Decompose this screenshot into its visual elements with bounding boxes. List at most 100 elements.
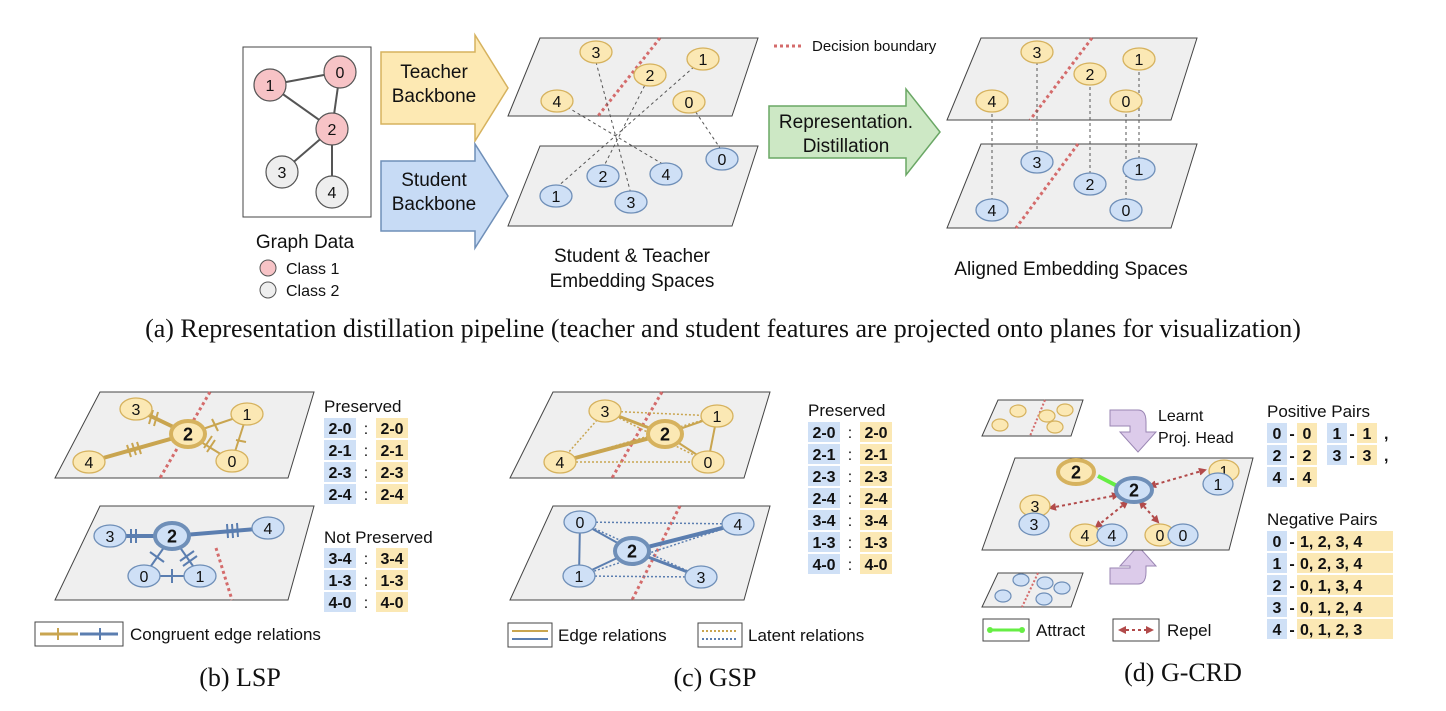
spaces-label-line-2: Embedding Spaces — [550, 271, 715, 292]
graph-node-4: 4 — [315, 175, 349, 209]
pair-dash: - — [1289, 448, 1294, 465]
node-label: 4 — [1081, 528, 1090, 545]
negative-teachers: 0, 1, 2, 3 — [1300, 622, 1362, 639]
pair-separator: : — [848, 491, 852, 508]
student-pair: 2-3 — [812, 469, 835, 486]
graph-node-label: 2 — [328, 122, 337, 139]
gsp-student-node-1: 1 — [562, 564, 596, 588]
student-node-3: 3 — [614, 190, 648, 214]
teacher-pair: 2-1 — [864, 447, 887, 464]
node-label: 2 — [1086, 177, 1095, 194]
lsp-not-preserved-table: 3-4:3-41-3:1-34-0:4-0 — [324, 548, 408, 612]
student-pair: 2-4 — [812, 491, 835, 508]
positive-teacher: 2 — [1303, 448, 1312, 465]
gsp-legend-edge: Edge relations — [507, 622, 667, 648]
student-node-2: 2 — [586, 164, 620, 188]
node-label: 2 — [599, 169, 608, 186]
node-label: 0 — [1122, 94, 1131, 111]
lsp-student-node-3: 3 — [93, 524, 127, 548]
student-pair: 4-0 — [328, 595, 351, 612]
gsp-boundary-top — [610, 391, 664, 479]
positive-student: 0 — [1273, 426, 1282, 443]
pair-row: 2-0:2-0 — [324, 418, 408, 438]
aligned-student-node-3: 3 — [1020, 150, 1054, 174]
positive-teacher: 4 — [1303, 470, 1312, 487]
gcrd-small-boundary-top — [1029, 399, 1046, 437]
negative-teachers: 1, 2, 3, 4 — [1300, 534, 1362, 551]
node-label: 2 — [1071, 462, 1081, 482]
aligned-student-node-1: 1 — [1122, 157, 1156, 181]
spaces-label-line-1: Student & Teacher — [554, 246, 711, 267]
gsp-preserved-title: Preserved — [808, 401, 885, 420]
gsp-preserved-table: 2-0:2-02-1:2-12-3:2-32-4:2-43-4:3-41-3:1… — [808, 422, 892, 574]
graph-data-title: Graph Data — [256, 232, 355, 253]
distillation-arrow: Representation. Distillation — [768, 86, 941, 178]
pair-dash: - — [1289, 426, 1294, 443]
negative-student: 3 — [1273, 600, 1282, 617]
node-label: 1 — [713, 409, 722, 426]
gsp-student-latent — [578, 521, 739, 578]
gsp-student-node-4: 4 — [721, 512, 755, 536]
teacher-pair: 3-4 — [864, 513, 887, 530]
node-label: 0 — [1122, 203, 1131, 220]
negative-student: 4 — [1273, 622, 1282, 639]
positive-pairs-title: Positive Pairs — [1267, 402, 1370, 421]
distill-arrow-line-2: Distillation — [803, 136, 890, 157]
aligned-student-node-4: 4 — [975, 198, 1009, 222]
gcrd-student-node-3: 3 — [1018, 512, 1050, 536]
lsp-teacher-node-1: 1 — [230, 402, 264, 426]
positive-pairs-table: 0-0 1-1,2-2 3-3,4-4 — [1267, 423, 1388, 487]
pair-separator: : — [848, 557, 852, 574]
head-label-line-1: Learnt — [1158, 408, 1204, 425]
gsp-legend-latent: Latent relations — [697, 622, 864, 648]
student-node-1: 1 — [539, 184, 573, 208]
repel-arrows — [1048, 467, 1207, 529]
head-label-line-2: Proj. Head — [1158, 430, 1234, 447]
aligned-teacher-node-4: 4 — [975, 89, 1009, 113]
aligned-teacher-node-3: 3 — [1020, 40, 1054, 64]
lsp-student-ticks — [130, 522, 239, 583]
pair-separator: : — [364, 465, 368, 482]
pair-comma: , — [1384, 426, 1388, 443]
teacher-pair: 3-4 — [380, 551, 403, 568]
learnt-head-arrow-down — [1109, 409, 1158, 453]
node-label: 2 — [627, 541, 637, 561]
student-node-4: 4 — [649, 162, 683, 186]
node-label: 3 — [1033, 45, 1042, 62]
node-label: 0 — [704, 455, 713, 472]
lsp-student-node-1: 1 — [183, 564, 217, 588]
gcrd-small-teacher-dots — [991, 403, 1074, 434]
gcrd-student-node-2: 2 — [1114, 476, 1154, 504]
teacher-pair: 2-4 — [380, 487, 403, 504]
lsp-student-node-0: 0 — [127, 564, 161, 588]
node-label: 0 — [576, 515, 585, 532]
graph-node-1: 1 — [253, 68, 287, 102]
aligned-boundary-top — [1028, 37, 1094, 121]
pair-row: 2-4:2-4 — [324, 484, 408, 504]
teacher-pair: 4-0 — [864, 557, 887, 574]
aligned-teacher-node-1: 1 — [1122, 47, 1156, 71]
node-label: 4 — [264, 521, 273, 538]
node-label: 3 — [592, 45, 601, 62]
positive-teacher: 3 — [1363, 448, 1372, 465]
teacher-pair: 1-3 — [864, 535, 887, 552]
node-label: 2 — [1086, 67, 1095, 84]
attract-legend: Attract — [982, 618, 1085, 642]
negative-teachers: 0, 1, 2, 4 — [1300, 600, 1362, 617]
aligned-teacher-node-2: 2 — [1073, 62, 1107, 86]
negative-pairs-table: 0-1, 2, 3, 41-0, 2, 3, 42-0, 1, 3, 43-0,… — [1267, 531, 1393, 639]
graph-node-3: 3 — [265, 155, 299, 189]
node-label: 1 — [1135, 52, 1144, 69]
node-label: 4 — [734, 517, 743, 534]
student-node-0: 0 — [705, 147, 739, 171]
pair-row: 4-0:4-0 — [324, 592, 408, 612]
caption-b: (b) LSP — [199, 663, 281, 692]
pair-separator: : — [364, 595, 368, 612]
node-label: 1 — [1220, 464, 1229, 481]
positive-student: 1 — [1333, 426, 1342, 443]
node-label: 1 — [552, 189, 561, 206]
student-arrow-line-2: Backbone — [392, 194, 477, 215]
lsp-legend-label: Congruent edge relations — [130, 625, 321, 644]
student-pair: 2-1 — [328, 443, 351, 460]
